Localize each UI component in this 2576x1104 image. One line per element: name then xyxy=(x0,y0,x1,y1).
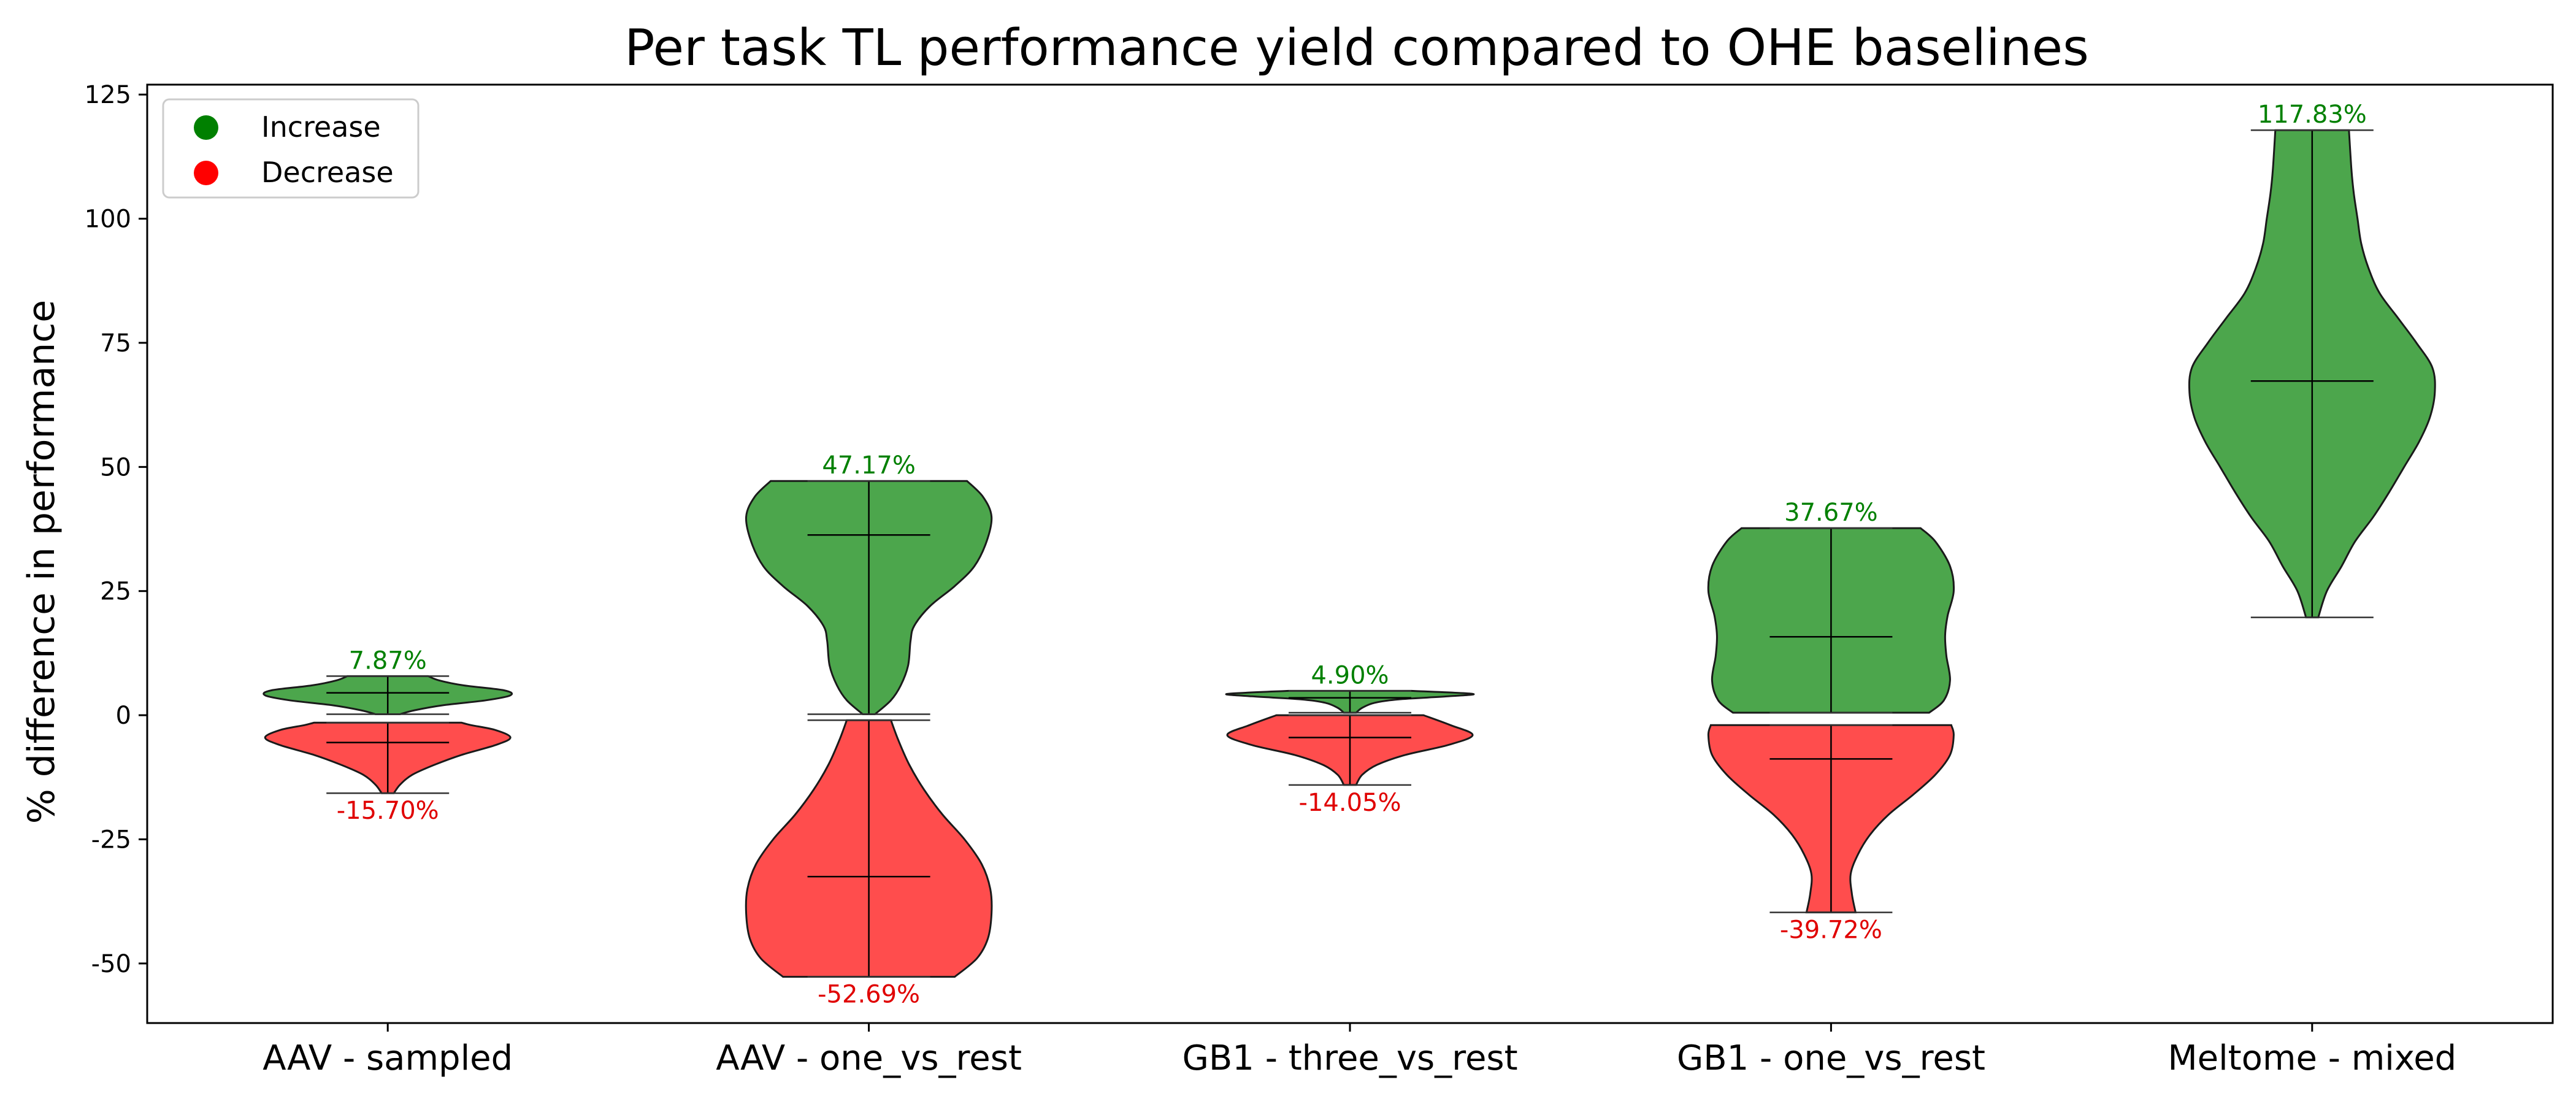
y-tick-label: 75 xyxy=(100,329,131,358)
legend: Increase Decrease xyxy=(162,98,420,199)
chart-title: Per task TL performance yield compared t… xyxy=(624,19,2089,77)
y-tick-label: 25 xyxy=(100,578,131,606)
y-tick-label: 0 xyxy=(116,702,131,730)
legend-box xyxy=(162,98,420,199)
x-tick-label: GB1 - one_vs_rest xyxy=(1677,1038,1985,1078)
x-tick-label: AAV - sampled xyxy=(263,1038,513,1078)
decrease-min-label: -14.05% xyxy=(1299,789,1401,817)
legend-marker-increase xyxy=(194,115,218,140)
increase-max-label: 7.87% xyxy=(349,646,427,675)
y-tick-label: 50 xyxy=(100,453,131,481)
legend-marker-decrease xyxy=(194,161,218,185)
y-axis-label: % difference in performance xyxy=(20,300,63,824)
decrease-min-label: -39.72% xyxy=(1780,916,1882,945)
decrease-min-label: -15.70% xyxy=(337,797,439,825)
plot-area: -50 -25 0 25 50 75 100 125 AAV - sampled AAV - on… xyxy=(85,81,2554,1078)
y-tick-label: 100 xyxy=(85,205,131,234)
increase-max-label: 4.90% xyxy=(1311,661,1389,689)
x-tick-label: GB1 - three_vs_rest xyxy=(1182,1038,1517,1078)
decrease-min-label: -52.69% xyxy=(818,981,920,1009)
legend-label-decrease: Decrease xyxy=(261,156,394,189)
increase-max-label: 47.17% xyxy=(822,451,916,480)
y-tick-label: -50 xyxy=(91,950,131,978)
x-tick-label: Meltome - mixed xyxy=(2168,1038,2456,1078)
y-tick-label: 125 xyxy=(85,81,131,109)
y-tick-label: -25 xyxy=(91,826,131,854)
legend-label-increase: Increase xyxy=(261,110,381,144)
x-tick-label: AAV - one_vs_rest xyxy=(716,1038,1022,1078)
increase-max-label: 117.83% xyxy=(2258,101,2367,129)
increase-max-label: 37.67% xyxy=(1784,499,1878,527)
